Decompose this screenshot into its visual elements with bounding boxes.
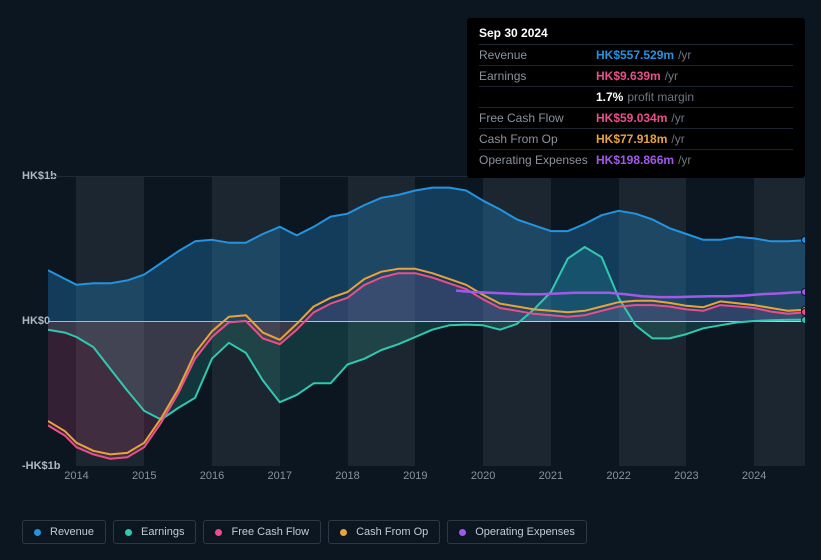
x-axis-label: 2016 <box>200 470 224 482</box>
legend-label: Cash From Op <box>356 526 428 538</box>
legend-dot <box>34 529 41 536</box>
tooltip-label: Earnings <box>479 68 596 84</box>
x-axis-label: 2024 <box>742 470 766 482</box>
legend-item-revenue[interactable]: Revenue <box>22 520 106 544</box>
tooltip-label: Free Cash Flow <box>479 110 596 126</box>
x-axis-label: 2019 <box>403 470 427 482</box>
end-dot <box>801 288 805 296</box>
tooltip-value: HK$198.866m/yr <box>596 152 691 168</box>
tooltip-label <box>479 89 596 105</box>
legend-item-cash-from-op[interactable]: Cash From Op <box>328 520 440 544</box>
x-axis-label: 2023 <box>674 470 698 482</box>
legend-dot <box>125 529 132 536</box>
x-axis-label: 2021 <box>539 470 563 482</box>
legend-label: Operating Expenses <box>475 526 575 538</box>
x-axis-label: 2018 <box>335 470 359 482</box>
y-axis-label: HK$0 <box>22 315 50 327</box>
tooltip-panel: Sep 30 2024 RevenueHK$557.529m/yrEarning… <box>467 18 805 178</box>
x-axis-labels: 2014 2015 2016 2017 2018 2019 2020 2021 2022 2023… <box>48 470 805 490</box>
x-axis-label: 2015 <box>132 470 156 482</box>
x-axis-label: 2022 <box>606 470 630 482</box>
tooltip-row: Operating ExpensesHK$198.866m/yr <box>479 149 793 170</box>
tooltip-value: HK$77.918m/yr <box>596 131 685 147</box>
x-axis-label: 2014 <box>64 470 88 482</box>
tooltip-label: Operating Expenses <box>479 152 596 168</box>
x-axis-label: 2017 <box>268 470 292 482</box>
plot-area[interactable] <box>48 176 805 466</box>
tooltip-date: Sep 30 2024 <box>479 26 793 44</box>
tooltip-row: RevenueHK$557.529m/yr <box>479 44 793 65</box>
tooltip-value: HK$9.639m/yr <box>596 68 678 84</box>
legend-item-free-cash-flow[interactable]: Free Cash Flow <box>203 520 321 544</box>
tooltip-row: EarningsHK$9.639m/yr <box>479 65 793 86</box>
legend-dot <box>459 529 466 536</box>
tooltip-value: HK$59.034m/yr <box>596 110 685 126</box>
legend-label: Revenue <box>50 526 94 538</box>
tooltip-row: Cash From OpHK$77.918m/yr <box>479 128 793 149</box>
tooltip-row: Free Cash FlowHK$59.034m/yr <box>479 107 793 128</box>
legend: Revenue Earnings Free Cash Flow Cash From O… <box>22 520 587 544</box>
x-axis-label: 2020 <box>471 470 495 482</box>
legend-label: Free Cash Flow <box>231 526 309 538</box>
legend-item-earnings[interactable]: Earnings <box>113 520 196 544</box>
financial-chart: HK$1bHK$0-HK$1b 201420152016201720182019… <box>16 162 805 478</box>
tooltip-value: 1.7%profit margin <box>596 89 694 105</box>
legend-label: Earnings <box>141 526 184 538</box>
end-dot <box>801 236 805 244</box>
tooltip-value: HK$557.529m/yr <box>596 47 691 63</box>
tooltip-label: Cash From Op <box>479 131 596 147</box>
tooltip-label: Revenue <box>479 47 596 63</box>
tooltip-row: 1.7%profit margin <box>479 86 793 107</box>
end-dot <box>801 316 805 324</box>
legend-dot <box>215 529 222 536</box>
legend-item-operating-expenses[interactable]: Operating Expenses <box>447 520 587 544</box>
legend-dot <box>340 529 347 536</box>
